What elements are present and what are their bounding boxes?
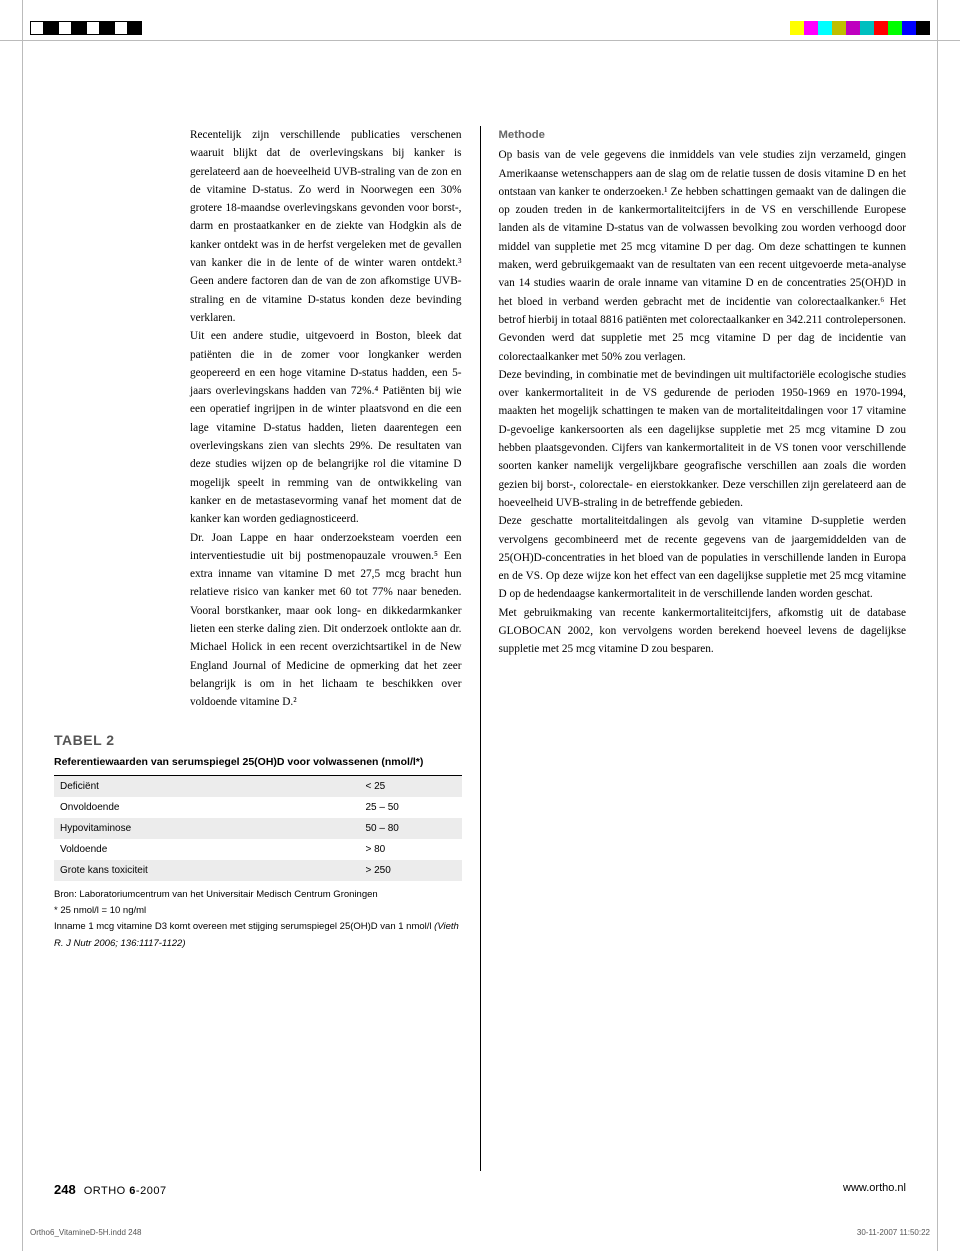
paragraph: Deze geschatte mortaliteitdalingen als g… [499, 512, 907, 603]
table-cell-value: 25 – 50 [366, 800, 456, 815]
reg-swatch [100, 21, 114, 35]
reg-swatch [846, 21, 860, 35]
table-subtitle: Referentiewaarden van serumspiegel 25(OH… [54, 755, 462, 770]
reg-swatch [804, 21, 818, 35]
right-column: Methode Op basis van de vele gegevens di… [499, 126, 907, 1171]
table-row: Deficiënt< 25 [54, 776, 462, 797]
table-cell-label: Voldoende [60, 842, 366, 857]
reg-swatch [888, 21, 902, 35]
reg-swatch [30, 21, 44, 35]
reg-swatch [916, 21, 930, 35]
table-2: TABEL 2 Referentiewaarden van serumspieg… [54, 730, 462, 952]
reg-swatch [818, 21, 832, 35]
paragraph: Met gebruikmaking van recente kankermort… [499, 604, 907, 659]
registration-left [30, 21, 142, 35]
reg-swatch [860, 21, 874, 35]
paragraph: Op basis van de vele gegevens die inmidd… [499, 146, 907, 366]
table-cell-value: > 80 [366, 842, 456, 857]
reg-swatch [86, 21, 100, 35]
table-cell-label: Onvoldoende [60, 800, 366, 815]
crop-mark [937, 0, 938, 1251]
reg-swatch [44, 21, 58, 35]
reg-swatch [902, 21, 916, 35]
paragraph: Deze bevinding, in combinatie met de bev… [499, 366, 907, 512]
footer-url: www.ortho.nl [843, 1182, 906, 1197]
table-note: Bron: Laboratoriumcentrum van het Univer… [54, 887, 462, 903]
page-number: 248 [54, 1182, 76, 1197]
left-column: Recentelijk zijn verschillende publicati… [54, 126, 462, 1171]
paragraph: Uit een andere studie, uitgevoerd in Bos… [190, 327, 462, 528]
registration-right [790, 21, 930, 35]
table-row: Hypovitaminose50 – 80 [54, 818, 462, 839]
crop-mark [0, 40, 960, 41]
slug-line: Ortho6_VitamineD-5H.indd 248 30-11-2007 … [30, 1228, 930, 1237]
section-heading: Methode [499, 126, 907, 144]
table-cell-label: Grote kans toxiciteit [60, 863, 366, 878]
reg-swatch [832, 21, 846, 35]
body-text-right: Op basis van de vele gegevens die inmidd… [499, 146, 907, 658]
column-divider [480, 126, 481, 1171]
table-rows: Deficiënt< 25Onvoldoende25 – 50Hypovitam… [54, 775, 462, 881]
table-cell-label: Hypovitaminose [60, 821, 366, 836]
body-text-left: Recentelijk zijn verschillende publicati… [54, 126, 462, 712]
slug-file: Ortho6_VitamineD-5H.indd 248 [30, 1228, 141, 1237]
page-footer: 248 ORTHO 6-2007 www.ortho.nl [54, 1182, 906, 1197]
paragraph: Recentelijk zijn verschillende publicati… [190, 126, 462, 327]
crop-mark [22, 0, 23, 1251]
reg-swatch [790, 21, 804, 35]
table-cell-value: 50 – 80 [366, 821, 456, 836]
table-title: TABEL 2 [54, 730, 462, 751]
reg-swatch [114, 21, 128, 35]
table-cell-value: > 250 [366, 863, 456, 878]
table-row: Grote kans toxiciteit> 250 [54, 860, 462, 881]
reg-swatch [72, 21, 86, 35]
table-row: Voldoende> 80 [54, 839, 462, 860]
paragraph: Dr. Joan Lappe en haar onderzoeksteam vo… [190, 529, 462, 712]
slug-time: 30-11-2007 11:50:22 [857, 1228, 930, 1237]
reg-swatch [874, 21, 888, 35]
table-cell-value: < 25 [366, 779, 456, 794]
registration-bar [0, 18, 960, 38]
table-row: Onvoldoende25 – 50 [54, 797, 462, 818]
footer-left: 248 ORTHO 6-2007 [54, 1182, 167, 1197]
reg-swatch [128, 21, 142, 35]
table-cell-label: Deficiënt [60, 779, 366, 794]
reg-swatch [58, 21, 72, 35]
publication-id: ORTHO 6-2007 [84, 1185, 167, 1197]
table-notes: Bron: Laboratoriumcentrum van het Univer… [54, 887, 462, 952]
table-note: Inname 1 mcg vitamine D3 komt overeen me… [54, 919, 462, 951]
table-note: * 25 nmol/l = 10 ng/ml [54, 903, 462, 919]
page-body: Recentelijk zijn verschillende publicati… [54, 126, 906, 1171]
